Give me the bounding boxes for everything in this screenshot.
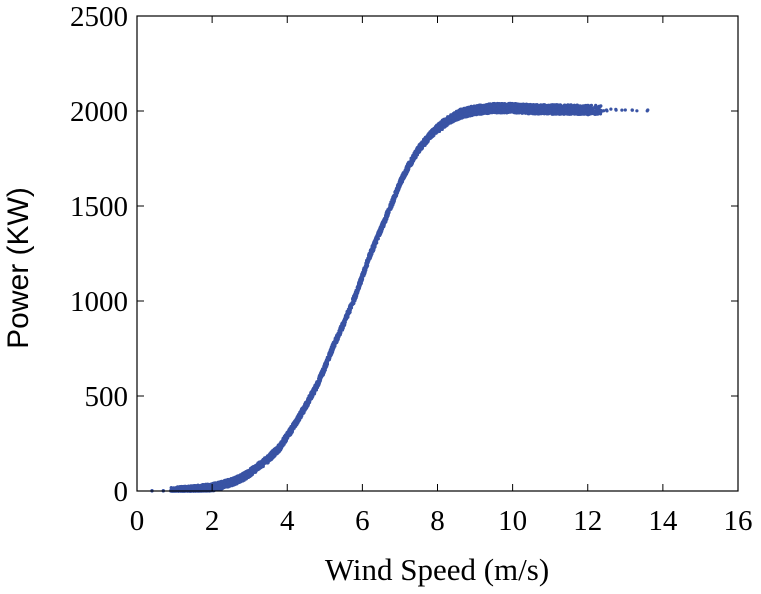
scatter-point bbox=[536, 103, 540, 107]
scatter-point bbox=[599, 104, 603, 108]
scatter-point bbox=[500, 102, 504, 106]
scatter-point bbox=[169, 486, 173, 490]
scatter-point bbox=[472, 105, 476, 109]
scatter-point bbox=[589, 106, 593, 110]
scatter-point bbox=[583, 112, 588, 116]
scatter-points bbox=[150, 101, 650, 493]
scatter-point bbox=[589, 103, 594, 107]
